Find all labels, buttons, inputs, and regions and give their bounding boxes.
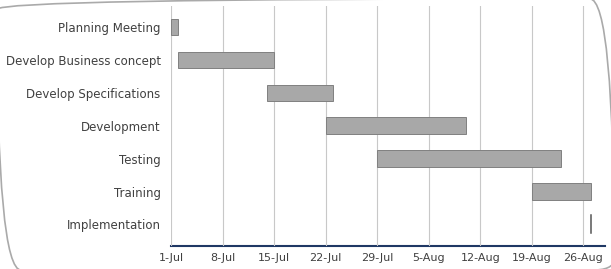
Bar: [171, 19, 178, 35]
Bar: [532, 183, 591, 200]
Bar: [326, 118, 466, 134]
Bar: [377, 150, 562, 167]
Bar: [178, 52, 274, 68]
Bar: [267, 84, 333, 101]
